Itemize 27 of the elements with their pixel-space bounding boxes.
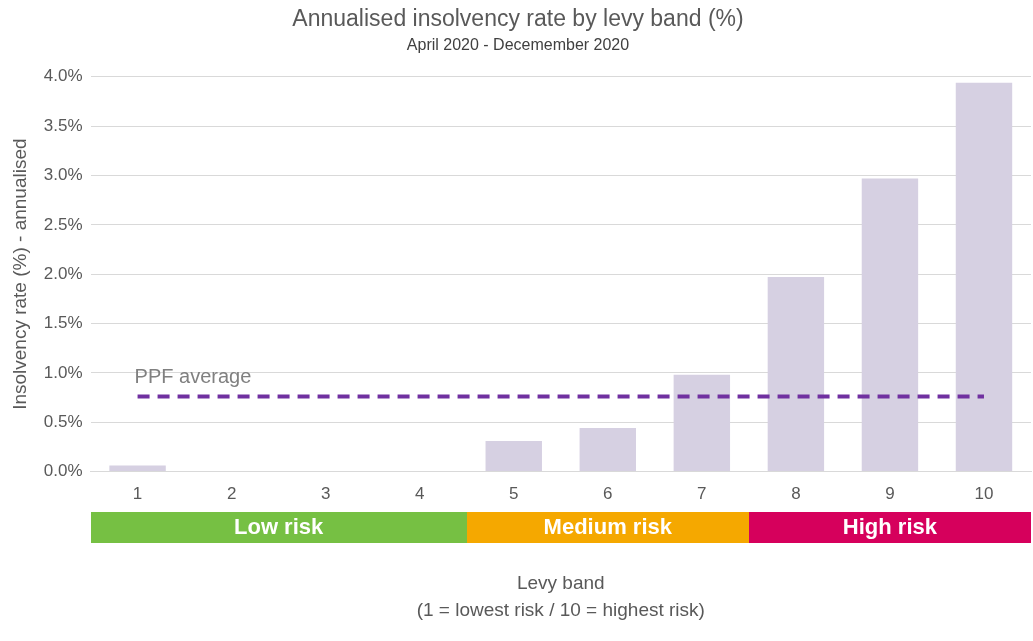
x-tick-label: 3 bbox=[320, 484, 331, 504]
x-tick-label: 9 bbox=[885, 484, 895, 504]
chart-subtitle: April 2020 - Decemember 2020 bbox=[406, 35, 630, 53]
y-tick-label: 3.5% bbox=[43, 115, 83, 135]
x-tick-label: 7 bbox=[697, 484, 707, 504]
risk-strip: High risk bbox=[748, 511, 1031, 543]
ref-line-label: PPF average bbox=[134, 365, 252, 388]
y-tick-label: 1.5% bbox=[43, 313, 83, 333]
y-tick-label: 3.0% bbox=[43, 165, 83, 185]
y-tick-label: 2.5% bbox=[43, 214, 83, 234]
chart-title: Annualised insolvency rate by levy band (%) bbox=[292, 5, 744, 32]
x-axis-title: Levy band (1 = lowest risk / 10 = highest risk) bbox=[416, 571, 705, 621]
x-tick-label: 4 bbox=[414, 484, 425, 504]
y-tick-label: 4.0% bbox=[43, 66, 83, 86]
x-tick-label: 8 bbox=[791, 484, 801, 504]
x-tick-label: 1 bbox=[132, 484, 143, 504]
y-tick-label: 1.0% bbox=[43, 362, 83, 382]
x-tick-label: 2 bbox=[226, 484, 237, 504]
x-tick-label: 6 bbox=[603, 484, 613, 504]
y-tick-label: 0.0% bbox=[43, 461, 83, 481]
risk-strip: Medium risk bbox=[466, 511, 749, 543]
y-tick-label: 0.5% bbox=[43, 411, 83, 431]
risk-strip: Low risk bbox=[90, 511, 467, 543]
y-axis-title: Insolvency rate (%) - annualised bbox=[8, 138, 30, 410]
y-tick-label: 2.0% bbox=[43, 263, 83, 283]
x-tick-label: 5 bbox=[509, 484, 519, 504]
x-tick-label: 10 bbox=[974, 484, 994, 504]
